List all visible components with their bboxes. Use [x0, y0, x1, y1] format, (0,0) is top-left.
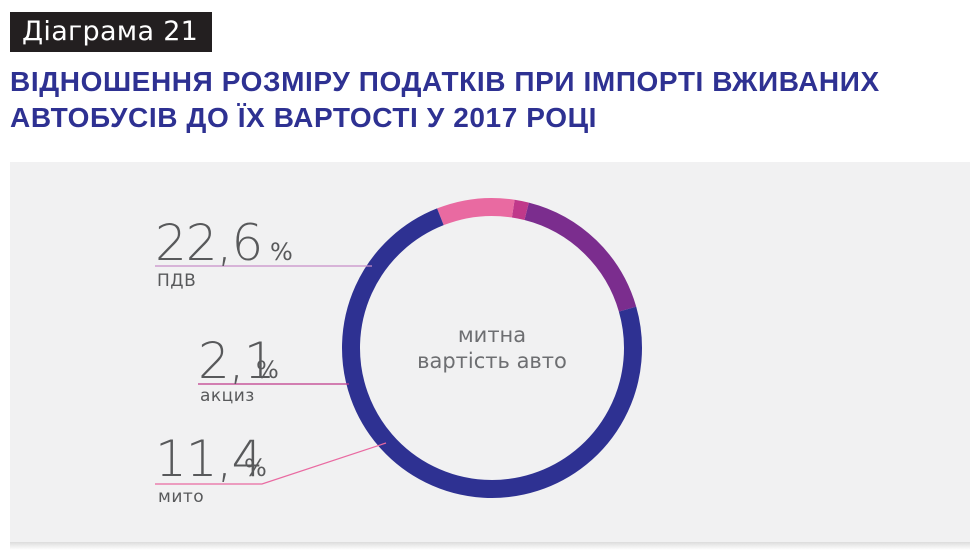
panel-shadow [10, 542, 970, 550]
chart-title-line-2: АВТОБУСІВ ДО ЇХ ВАРТОСТІ У 2017 РОЦІ [10, 102, 598, 133]
center-label: митна вартість авто [392, 322, 592, 374]
leader-line-myto [155, 442, 387, 485]
chart-title-line-1: ВІДНОШЕННЯ РОЗМІРУ ПОДАТКІВ ПРИ ІМПОРТІ … [10, 66, 880, 97]
center-label-line-1: митна [457, 323, 527, 347]
customs-value-slice [342, 208, 642, 498]
myto-label: мито [158, 487, 205, 507]
donut-arcs [342, 198, 642, 498]
chart-number-badge: Діаграма 21 [10, 12, 213, 52]
myto-value: 11,4 [155, 430, 263, 488]
center-label-line-2: вартість авто [417, 349, 567, 373]
chart-panel [10, 162, 970, 542]
akcyz-slice [511, 199, 529, 221]
myto-percent-sign: % [244, 454, 267, 482]
leader-lines [155, 265, 387, 485]
akcyz-percent-sign: % [256, 356, 279, 384]
myto-slice [437, 198, 515, 226]
akcyz-value: 2,1 [198, 332, 276, 390]
pdv-label: ПДВ [157, 271, 197, 291]
akcyz-label: акциз [200, 386, 255, 406]
pdv-slice [524, 202, 637, 312]
pdv-value: 22,6 [155, 214, 263, 272]
pdv-percent-sign: % [270, 238, 293, 266]
chart-title: ВІДНОШЕННЯ РОЗМІРУ ПОДАТКІВ ПРИ ІМПОРТІ … [10, 64, 970, 136]
